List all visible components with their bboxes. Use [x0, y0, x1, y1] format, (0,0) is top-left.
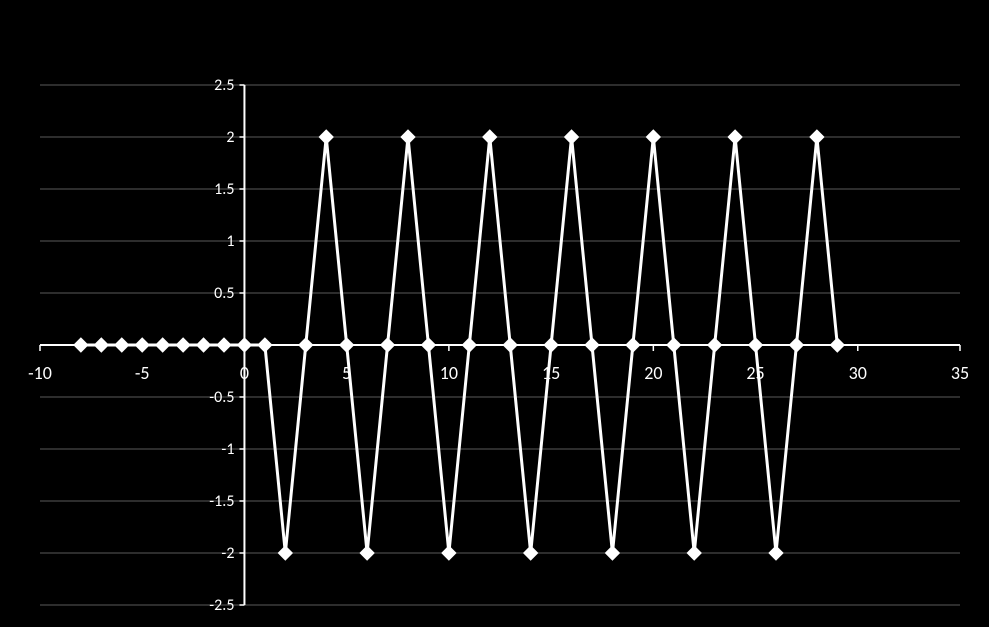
x-tick-label: 10 [440, 362, 458, 384]
chart-bg [0, 0, 989, 627]
y-tick-label: 1 [226, 232, 234, 251]
x-tick-label: 20 [644, 362, 662, 384]
x-tick-label: 30 [849, 362, 867, 384]
x-tick-label: -10 [28, 362, 52, 384]
y-tick-label: -1.5 [209, 492, 234, 511]
chart-container: h(n) -10-505101520253035-2.5-2-1.5-1-0.5… [0, 0, 989, 627]
y-tick-label: 2.5 [214, 76, 234, 95]
y-tick-label: 1.5 [214, 180, 234, 199]
y-tick-label: -0.5 [209, 388, 234, 407]
y-tick-label: 2 [226, 128, 234, 147]
y-tick-label: -2.5 [209, 596, 234, 615]
y-tick-label: 0.5 [214, 284, 234, 303]
x-tick-label: 25 [746, 362, 764, 384]
x-tick-label: 35 [951, 362, 969, 384]
x-tick-label: 0 [240, 362, 249, 384]
y-tick-label: -2 [221, 544, 234, 563]
x-tick-label: 15 [542, 362, 560, 384]
x-tick-label: -5 [135, 362, 150, 384]
y-tick-label: -1 [221, 440, 234, 459]
chart-svg: -10-505101520253035-2.5-2-1.5-1-0.50.511… [0, 0, 989, 627]
